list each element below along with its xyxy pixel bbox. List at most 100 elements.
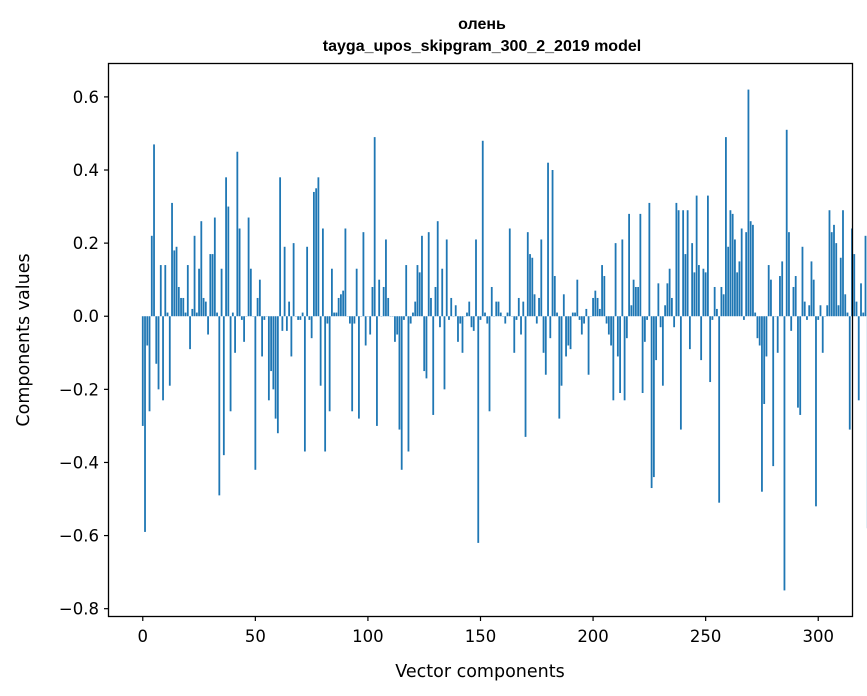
bar bbox=[549, 316, 552, 339]
y-tick-label: 0.2 bbox=[73, 234, 99, 253]
bar bbox=[797, 316, 799, 408]
bar bbox=[484, 312, 486, 317]
bar bbox=[281, 316, 284, 331]
bar bbox=[679, 316, 682, 430]
bar bbox=[267, 316, 270, 401]
bar bbox=[722, 294, 725, 317]
bar bbox=[839, 257, 842, 317]
bar bbox=[407, 316, 410, 452]
y-tick-label: −0.4 bbox=[59, 453, 99, 472]
bar bbox=[299, 316, 302, 320]
bar bbox=[436, 221, 439, 317]
bar bbox=[488, 316, 491, 412]
bar bbox=[364, 316, 367, 346]
bar bbox=[704, 272, 707, 317]
bar bbox=[844, 294, 847, 317]
bar bbox=[421, 235, 423, 317]
bar bbox=[785, 129, 788, 317]
bar bbox=[141, 316, 144, 426]
bar bbox=[225, 177, 227, 317]
bar bbox=[292, 243, 295, 317]
bar bbox=[652, 316, 655, 478]
bar bbox=[457, 316, 459, 342]
bar bbox=[625, 316, 628, 339]
bar bbox=[398, 316, 401, 430]
bar bbox=[497, 301, 500, 317]
bar bbox=[416, 265, 419, 317]
bar bbox=[378, 279, 381, 317]
bar bbox=[234, 316, 236, 353]
bar bbox=[610, 316, 612, 346]
bar bbox=[754, 312, 757, 317]
bar bbox=[826, 305, 829, 317]
bar bbox=[842, 210, 844, 317]
bar bbox=[531, 257, 534, 317]
bar bbox=[862, 312, 865, 317]
bar bbox=[837, 305, 840, 317]
bar bbox=[445, 239, 448, 317]
bar bbox=[227, 206, 230, 317]
bar bbox=[263, 316, 266, 320]
bar bbox=[725, 137, 727, 317]
bar bbox=[310, 316, 313, 339]
bar bbox=[324, 316, 327, 452]
bar bbox=[670, 297, 673, 317]
bar bbox=[499, 312, 502, 317]
bar bbox=[614, 243, 617, 317]
bar bbox=[319, 316, 322, 386]
x-tick-label: 150 bbox=[465, 627, 497, 646]
bar bbox=[702, 268, 705, 317]
bar bbox=[792, 286, 795, 317]
bar bbox=[542, 316, 545, 353]
bar bbox=[207, 316, 209, 335]
bar bbox=[560, 316, 563, 386]
bar bbox=[369, 316, 372, 335]
bar bbox=[430, 297, 432, 317]
bar bbox=[666, 283, 669, 317]
bar bbox=[470, 316, 473, 328]
bar bbox=[211, 254, 214, 317]
bar bbox=[427, 232, 430, 317]
bar bbox=[526, 232, 529, 317]
bar bbox=[495, 301, 498, 317]
bar bbox=[646, 316, 649, 320]
bar bbox=[418, 272, 421, 317]
bar bbox=[664, 305, 667, 317]
bar bbox=[727, 246, 730, 317]
bar bbox=[193, 235, 196, 317]
bar bbox=[479, 316, 482, 320]
bar bbox=[738, 261, 741, 317]
bar bbox=[524, 316, 527, 437]
bar bbox=[799, 316, 802, 415]
bar bbox=[817, 316, 820, 320]
bar bbox=[274, 316, 277, 419]
bar bbox=[351, 316, 354, 412]
bar bbox=[450, 297, 453, 317]
bar bbox=[148, 316, 151, 412]
bar bbox=[815, 316, 817, 507]
bar bbox=[571, 312, 574, 317]
bar bbox=[371, 286, 374, 317]
bar bbox=[175, 246, 178, 317]
bar bbox=[301, 312, 304, 317]
bar bbox=[655, 316, 658, 361]
bar bbox=[340, 294, 342, 317]
bar bbox=[794, 276, 797, 317]
bar bbox=[321, 228, 324, 317]
bar bbox=[434, 286, 437, 317]
bar bbox=[772, 316, 775, 467]
bar bbox=[630, 305, 633, 317]
bar bbox=[439, 316, 441, 328]
bar bbox=[551, 170, 554, 317]
bar bbox=[634, 286, 637, 317]
bar bbox=[686, 210, 689, 317]
bar bbox=[443, 316, 446, 390]
bar bbox=[598, 308, 601, 317]
bar bbox=[734, 239, 736, 317]
bar bbox=[279, 177, 282, 317]
bar bbox=[619, 316, 621, 394]
bar bbox=[643, 316, 646, 342]
bar bbox=[517, 297, 520, 317]
bar bbox=[698, 265, 700, 317]
